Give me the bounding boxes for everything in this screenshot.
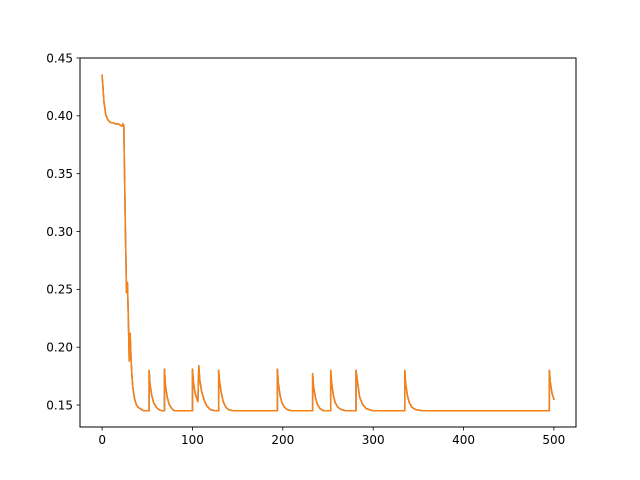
axes-frame (79, 57, 577, 428)
series-line-2 (101, 74, 555, 412)
y-tick-label: 0.45 (46, 51, 73, 65)
x-tick-label: 400 (452, 433, 475, 447)
y-tick-label: 0.40 (46, 109, 73, 123)
y-tick-label: 0.15 (46, 398, 73, 412)
y-axis: 0.15 0.20 0.25 0.30 0.35 0.40 0.45 (46, 51, 80, 412)
y-tick-label: 0.20 (46, 340, 73, 354)
y-tick-label: 0.25 (46, 283, 73, 297)
series-layer (101, 74, 555, 412)
x-tick-label: 0 (98, 433, 106, 447)
plot-area (79, 57, 577, 428)
y-tick-label: 0.35 (46, 167, 73, 181)
x-tick-label: 100 (181, 433, 204, 447)
x-tick-label: 300 (362, 433, 385, 447)
x-tick-label: 200 (271, 433, 294, 447)
y-tick-label: 0.30 (46, 225, 73, 239)
axes-background (80, 58, 576, 427)
x-tick-label: 500 (542, 433, 565, 447)
x-axis: 0 100 200 300 400 500 (98, 427, 565, 447)
